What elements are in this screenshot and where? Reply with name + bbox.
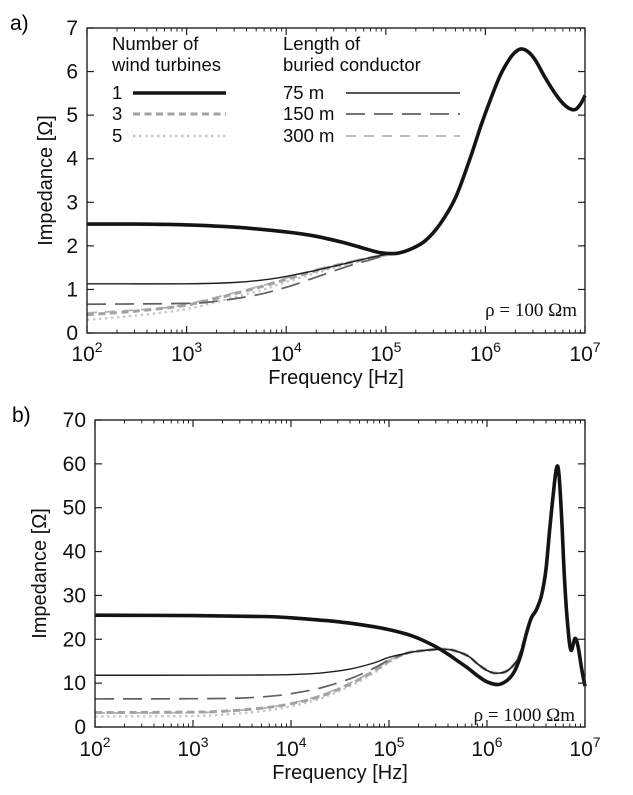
panel-a-label: a) xyxy=(10,12,29,35)
y-tick-label: 40 xyxy=(63,541,86,564)
x-tick-label: 104 xyxy=(271,339,302,366)
x-axis-ticks xyxy=(86,28,586,333)
legend-group-conductor-length: Length of buried conductor 75 m 150 m 300 m xyxy=(283,33,461,147)
x-tick-label: 105 xyxy=(370,339,401,366)
legend-line-sample xyxy=(133,90,226,95)
y-axis-ticks: 0 10 20 30 40 50 60 70 xyxy=(63,409,585,739)
legend-item-length-75m: 75 m xyxy=(283,82,461,104)
x-axis-ticks xyxy=(94,420,586,727)
resistivity-annotation: ρ = 100 Ωm xyxy=(485,300,577,321)
y-axis-title: Impedance [Ω] xyxy=(35,115,57,246)
series-turbines-5 xyxy=(94,464,587,718)
y-tick-label: 3 xyxy=(66,191,78,214)
legend-line-sample xyxy=(346,134,460,137)
x-axis-title: Frequency [Hz] xyxy=(268,367,404,389)
y-tick-label: 7 xyxy=(66,17,78,40)
axes-box xyxy=(86,27,586,334)
y-tick-label: 5 xyxy=(66,104,78,127)
y-tick-label: 4 xyxy=(66,148,78,171)
legend-item-turbines-3: 3 xyxy=(112,103,227,126)
legend-line-sample xyxy=(346,92,460,94)
axes-box xyxy=(94,419,586,728)
legend: Number of wind turbines 1 3 5 Length of buri… xyxy=(112,33,461,147)
x-tick-label: 103 xyxy=(171,339,202,366)
series-length-75m xyxy=(94,465,586,687)
legend-item-label: 75 m xyxy=(283,81,325,103)
x-tick-label: 106 xyxy=(471,734,502,761)
legend-item-label: 300 m xyxy=(283,124,335,146)
y-axis-title: Impedance [Ω] xyxy=(29,508,51,639)
y-tick-label: 60 xyxy=(63,453,86,476)
y-tick-label: 10 xyxy=(63,672,86,695)
legend-line-sample xyxy=(346,113,460,116)
series-turbines-1 xyxy=(86,47,587,256)
y-tick-label: 70 xyxy=(63,409,86,432)
legend-group-wind-turbines: Number of wind turbines 1 3 5 xyxy=(112,33,227,147)
x-tick-label: 105 xyxy=(373,734,404,761)
x-tick-label: 106 xyxy=(470,339,501,366)
x-tick-label: 104 xyxy=(275,734,306,761)
legend-item-length-300m: 300 m xyxy=(283,125,461,147)
y-tick-label: 20 xyxy=(63,628,86,651)
series-group xyxy=(94,464,587,718)
x-tick-label: 107 xyxy=(569,339,600,366)
y-tick-label: 50 xyxy=(63,497,86,520)
x-tick-label: 107 xyxy=(569,734,600,761)
legend-group-title: Number of wind turbines xyxy=(112,33,222,75)
legend-item-label: 150 m xyxy=(283,103,335,125)
legend-item-turbines-1: 1 xyxy=(112,82,227,104)
legend-item-label: 1 xyxy=(112,81,123,103)
y-tick-label: 0 xyxy=(74,716,86,739)
x-axis-title: Frequency [Hz] xyxy=(272,762,408,784)
series-length-300m xyxy=(86,48,586,314)
y-axis-ticks: 0 1 2 3 4 5 6 7 xyxy=(66,17,585,345)
y-tick-label: 30 xyxy=(63,584,86,607)
legend-item-turbines-5: 5 xyxy=(112,125,227,147)
legend-item-label: 5 xyxy=(112,124,123,146)
y-tick-label: 2 xyxy=(66,235,78,258)
legend-line-sample xyxy=(133,112,226,116)
y-tick-label: 0 xyxy=(66,322,78,345)
x-tick-label: 103 xyxy=(177,734,208,761)
series-length-150m xyxy=(94,465,586,700)
x-tick-label: 102 xyxy=(79,734,110,761)
legend-item-length-150m: 150 m xyxy=(283,103,461,126)
series-turbines-1 xyxy=(94,464,587,687)
legend-group-title: Length of buried conductor xyxy=(283,33,421,75)
plot-a-chart: 0 1 2 3 4 5 6 7 102 103 104 105 106 107 Frequency [Hz]… xyxy=(35,17,601,389)
series-group xyxy=(86,47,587,322)
resistivity-annotation: ρ = 1000 Ωm xyxy=(474,705,576,726)
plot-b-chart: 0 10 20 30 40 50 60 70 102 103 104 105 106 107 Frequen… xyxy=(29,409,601,784)
legend-item-label: 3 xyxy=(112,103,123,125)
x-tick-label: 102 xyxy=(71,339,102,366)
legend-line-sample xyxy=(133,134,226,137)
panel-b-label: b) xyxy=(12,404,31,427)
y-tick-label: 1 xyxy=(66,278,78,301)
y-tick-label: 6 xyxy=(66,61,78,84)
